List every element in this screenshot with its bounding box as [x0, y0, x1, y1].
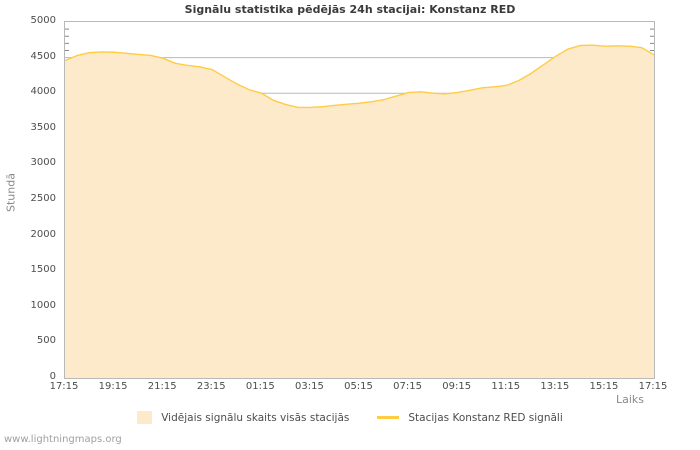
y-tick-label: 1000 — [30, 299, 56, 311]
x-tick-label: 23:15 — [196, 381, 226, 392]
x-tick-label: 03:15 — [294, 381, 324, 392]
x-axis-title: Laiks — [615, 393, 645, 406]
x-tick-label: 17:15 — [49, 381, 79, 392]
y-tick-label: 3500 — [30, 121, 56, 133]
y-tick-label: 2000 — [30, 228, 56, 240]
legend-entry[interactable]: Vidējais signālu skaits visās stacijās — [137, 411, 349, 424]
x-tick-label: 17:15 — [638, 381, 668, 392]
x-tick-label: 21:15 — [147, 381, 177, 392]
y-tick-label: 5000 — [30, 15, 56, 26]
x-tick-label: 13:15 — [540, 381, 570, 392]
x-tick-label: 01:15 — [245, 381, 275, 392]
area-series-average-all-stations — [65, 45, 654, 378]
plot-area — [64, 21, 655, 379]
plot-canvas — [65, 28, 654, 378]
y-tick-label: 500 — [36, 335, 56, 347]
y-tick-label: 4500 — [30, 50, 56, 62]
y-axis-title: Stundā — [4, 173, 18, 212]
chart-title: Signālu statistika pēdējās 24h stacijai:… — [184, 3, 516, 16]
x-tick-label: 19:15 — [98, 381, 128, 392]
y-tick-label: 1500 — [30, 264, 56, 276]
source-watermark: www.lightningmaps.org — [4, 434, 122, 445]
y-tick-label: 0 — [49, 371, 56, 382]
x-tick-label: 07:15 — [393, 381, 422, 392]
legend-area-swatch-icon — [137, 411, 153, 424]
legend-label: Vidējais signālu skaits visās stacijās — [161, 411, 350, 424]
legend-label: Stacijas Konstanz RED signāli — [408, 411, 563, 424]
y-tick-label: 2500 — [30, 193, 56, 204]
chart-legend: Vidējais signālu skaits visās stacijās St… — [0, 411, 700, 424]
x-tick-label: 09:15 — [442, 381, 472, 392]
x-tick-label: 05:15 — [344, 381, 373, 392]
x-tick-label: 11:15 — [491, 381, 521, 392]
legend-entry[interactable]: Stacijas Konstanz RED signāli — [377, 411, 563, 424]
y-axis-tick-labels: 0 500 1000 1500 2000 2500 3000 3500 4000 4500 5000 — [0, 0, 56, 450]
legend-line-swatch-icon — [377, 416, 400, 419]
x-tick-label: 15:15 — [589, 381, 619, 392]
y-tick-label: 4000 — [30, 86, 56, 98]
y-tick-label: 3000 — [30, 157, 56, 169]
line-series-konstanz-red — [65, 44, 654, 109]
